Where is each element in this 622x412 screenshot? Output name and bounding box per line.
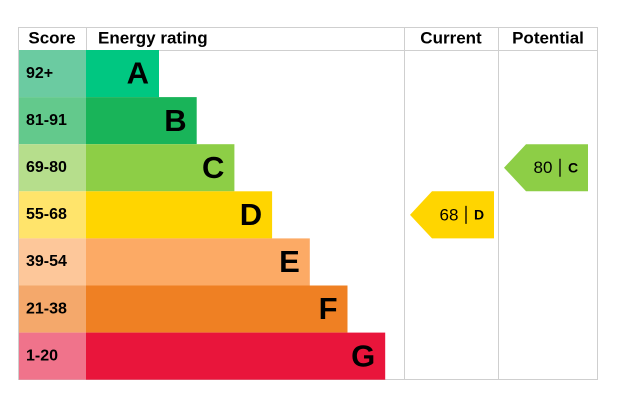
score-cell	[19, 144, 86, 192]
rating-bar	[86, 285, 348, 333]
potential-arrow	[504, 144, 588, 192]
score-label: 55-68	[26, 206, 67, 223]
rating-letter: D	[240, 197, 262, 232]
rating-letter: G	[351, 338, 375, 373]
score-cell	[19, 50, 86, 98]
score-cell	[19, 285, 86, 333]
score-cell	[19, 332, 86, 380]
rating-letter: B	[164, 103, 186, 138]
current-letter: D	[474, 207, 484, 223]
rating-bar	[86, 238, 310, 286]
header-score: Score	[28, 28, 75, 47]
rating-letter: F	[319, 291, 338, 326]
score-cell	[19, 191, 86, 239]
score-cell	[19, 97, 86, 145]
rating-letter: E	[279, 244, 300, 279]
current-value: 68	[440, 205, 459, 224]
rating-bar	[86, 191, 273, 239]
current-arrow	[410, 191, 494, 239]
potential-letter: C	[568, 159, 578, 175]
score-label: 69-80	[26, 159, 67, 176]
rating-bar	[86, 144, 235, 192]
score-label: 1-20	[26, 347, 58, 364]
rating-bar	[86, 332, 386, 380]
header-potential: Potential	[512, 28, 584, 47]
rating-bar	[86, 97, 197, 145]
header-current: Current	[420, 28, 482, 47]
rating-letter: A	[127, 56, 149, 91]
header-rating: Energy rating	[98, 28, 208, 47]
rating-bar	[86, 50, 159, 98]
score-label: 39-54	[26, 253, 67, 270]
rating-letter: C	[202, 150, 224, 185]
score-cell	[19, 238, 86, 286]
potential-value: 80	[534, 158, 553, 177]
score-label: 81-91	[26, 112, 67, 129]
score-label: 21-38	[26, 300, 67, 317]
score-label: 92+	[26, 65, 53, 82]
